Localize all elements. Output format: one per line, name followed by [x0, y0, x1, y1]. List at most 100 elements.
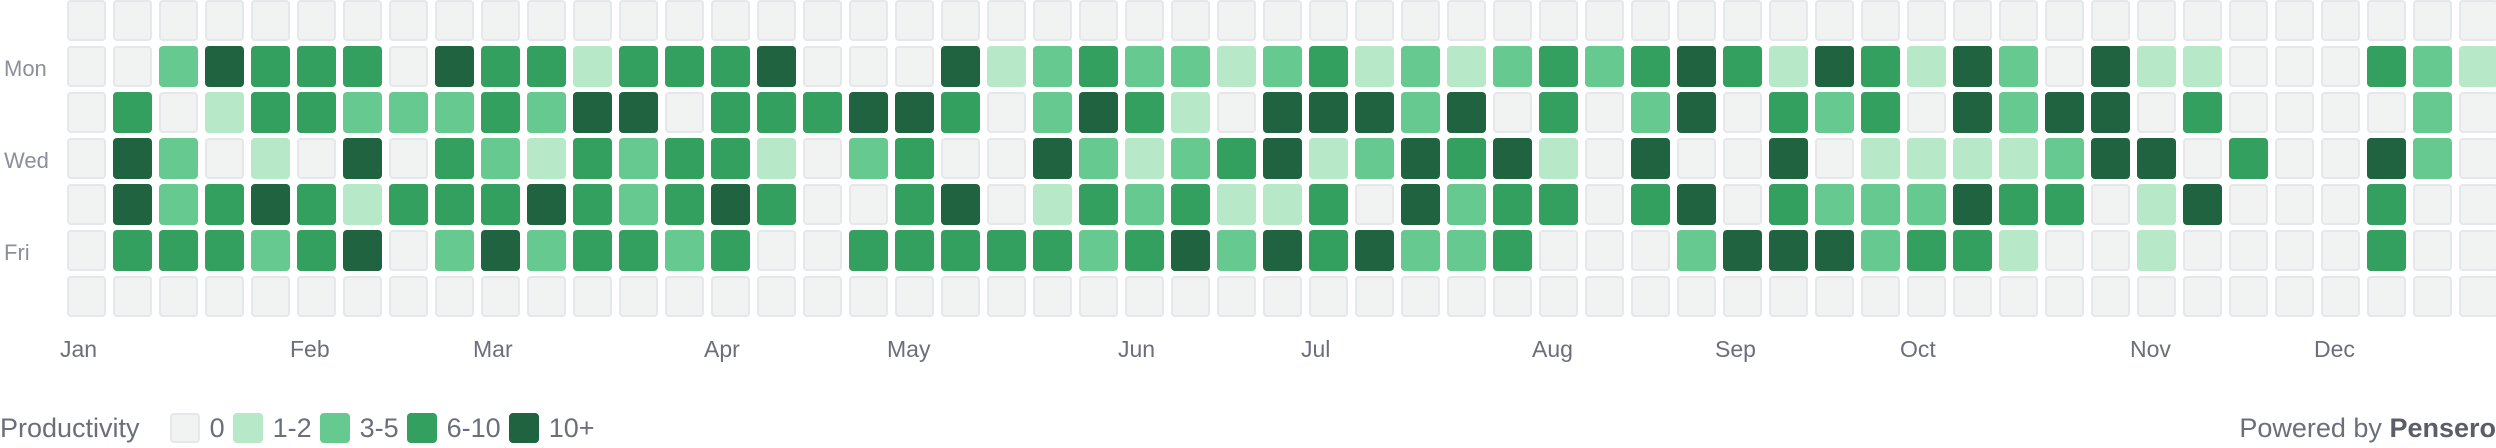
heatmap-cell — [389, 92, 428, 133]
heatmap-cell — [895, 46, 934, 87]
heatmap-cell — [435, 46, 474, 87]
heatmap-cell — [2091, 46, 2130, 87]
heatmap-cell — [435, 230, 474, 271]
heatmap-cell — [2137, 138, 2176, 179]
heatmap-cell — [1401, 276, 1440, 317]
heatmap-cell — [1723, 138, 1762, 179]
heatmap-cell — [1079, 138, 1118, 179]
heatmap-cell — [1677, 138, 1716, 179]
heatmap-cell — [895, 230, 934, 271]
heatmap-cell — [67, 46, 106, 87]
heatmap-cell — [2045, 138, 2084, 179]
heatmap-cell — [941, 92, 980, 133]
heatmap-cell — [2183, 276, 2222, 317]
heatmap-cell — [1171, 184, 1210, 225]
heatmap-cell — [1539, 138, 1578, 179]
day-label-mon: Mon — [4, 56, 47, 81]
heatmap-cell — [2229, 46, 2268, 87]
heatmap-cell — [481, 184, 520, 225]
heatmap-cell — [1447, 46, 1486, 87]
heatmap-cell — [2045, 92, 2084, 133]
heatmap-cell — [987, 92, 1026, 133]
heatmap-cell — [2321, 46, 2360, 87]
heatmap-cell — [757, 138, 796, 179]
heatmap-cell — [2229, 138, 2268, 179]
heatmap-cell — [527, 184, 566, 225]
heatmap-cell — [1033, 46, 1072, 87]
legend-label-0: 0 — [209, 412, 225, 443]
heatmap-cell — [1263, 276, 1302, 317]
heatmap-cell — [1217, 92, 1256, 133]
legend-label-3: 6-10 — [446, 412, 501, 443]
heatmap-cell — [665, 230, 704, 271]
heatmap-cell — [1677, 184, 1716, 225]
heatmap-cell — [1585, 0, 1624, 41]
heatmap-cell — [205, 276, 244, 317]
heatmap-cell — [1861, 138, 1900, 179]
heatmap-cell — [1953, 276, 1992, 317]
heatmap-cell — [1493, 46, 1532, 87]
legend-swatch-1 — [232, 413, 263, 443]
heatmap-cell — [987, 230, 1026, 271]
heatmap-cell — [619, 0, 658, 41]
heatmap-cell — [2321, 230, 2360, 271]
heatmap-cell — [849, 276, 888, 317]
heatmap-cell — [1815, 276, 1854, 317]
heatmap-cell — [987, 138, 1026, 179]
heatmap-cell — [1953, 230, 1992, 271]
heatmap-cell — [665, 184, 704, 225]
day-label-fri: Fri — [4, 240, 30, 265]
heatmap-cell — [757, 92, 796, 133]
heatmap-cell — [711, 46, 750, 87]
heatmap-cell — [205, 184, 244, 225]
heatmap-cell — [1907, 46, 1946, 87]
heatmap-cell — [297, 138, 336, 179]
month-label-dec: Dec — [2314, 336, 2355, 362]
heatmap-cell — [1539, 0, 1578, 41]
heatmap-cell — [1769, 230, 1808, 271]
heatmap-cell — [1355, 46, 1394, 87]
heatmap-cell — [1907, 184, 1946, 225]
heatmap-cell — [987, 46, 1026, 87]
heatmap-cell — [1171, 46, 1210, 87]
heatmap-cell — [2045, 0, 2084, 41]
heatmap-cell — [2367, 230, 2406, 271]
heatmap-cell — [1447, 276, 1486, 317]
heatmap-cell — [67, 92, 106, 133]
heatmap-cell — [1999, 184, 2038, 225]
heatmap-cell — [1861, 92, 1900, 133]
heatmap-cell — [1171, 230, 1210, 271]
heatmap-cell — [1585, 184, 1624, 225]
heatmap-cell — [1033, 276, 1072, 317]
legend-label-4: 10+ — [548, 412, 595, 443]
heatmap-cell — [1953, 138, 1992, 179]
heatmap-cell — [2091, 276, 2130, 317]
heatmap-cell — [343, 46, 382, 87]
heatmap-cell — [987, 184, 1026, 225]
heatmap-cell — [2275, 138, 2314, 179]
heatmap-cell — [1539, 230, 1578, 271]
heatmap-cell — [2275, 230, 2314, 271]
heatmap-cell — [343, 138, 382, 179]
heatmap-cell — [113, 184, 152, 225]
heatmap-cell — [113, 138, 152, 179]
heatmap-cell — [1125, 276, 1164, 317]
heatmap-cell — [665, 276, 704, 317]
heatmap-cell — [113, 0, 152, 41]
heatmap-cell — [1401, 46, 1440, 87]
heatmap-cell — [1585, 276, 1624, 317]
heatmap-cell — [1585, 92, 1624, 133]
heatmap-cell — [2413, 92, 2452, 133]
heatmap-cell — [757, 230, 796, 271]
heatmap-cell — [2183, 138, 2222, 179]
heatmap-cell — [2459, 276, 2496, 317]
heatmap-cell — [1263, 138, 1302, 179]
heatmap-cell — [2459, 0, 2496, 41]
heatmap-cell — [665, 46, 704, 87]
heatmap-cell — [1125, 92, 1164, 133]
heatmap-cell — [251, 92, 290, 133]
heatmap-cell — [987, 276, 1026, 317]
heatmap-cell — [1861, 184, 1900, 225]
heatmap-cell — [849, 46, 888, 87]
heatmap-cell — [1171, 138, 1210, 179]
